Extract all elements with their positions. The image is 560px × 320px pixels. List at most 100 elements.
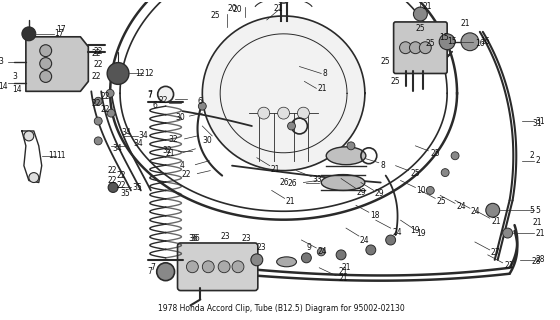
Text: 23: 23 [257, 244, 267, 252]
Circle shape [94, 117, 102, 125]
Text: 12: 12 [144, 69, 153, 78]
Circle shape [318, 248, 325, 256]
Circle shape [198, 102, 206, 110]
Text: 3: 3 [0, 57, 3, 66]
Circle shape [29, 172, 39, 182]
Text: 22: 22 [94, 47, 103, 56]
Text: 21: 21 [338, 267, 348, 276]
Text: 34: 34 [112, 144, 122, 153]
Circle shape [301, 253, 311, 263]
Text: 34: 34 [133, 139, 143, 148]
Text: 22: 22 [91, 49, 101, 58]
Text: 21: 21 [505, 261, 514, 270]
Text: 28: 28 [531, 257, 541, 266]
Text: 32: 32 [169, 135, 178, 144]
Text: 22: 22 [107, 176, 116, 185]
Text: 22: 22 [107, 166, 116, 175]
Text: 3: 3 [12, 72, 17, 81]
Polygon shape [26, 37, 88, 91]
Text: 11: 11 [57, 151, 66, 160]
Text: 25: 25 [391, 77, 400, 86]
Text: 27: 27 [491, 248, 501, 257]
Circle shape [419, 42, 431, 54]
Text: 31: 31 [533, 118, 542, 128]
Text: 21: 21 [422, 2, 432, 11]
FancyBboxPatch shape [178, 243, 258, 291]
Text: 16: 16 [475, 39, 484, 48]
Text: 25: 25 [210, 12, 220, 20]
Circle shape [106, 89, 114, 97]
Text: 21: 21 [166, 149, 175, 158]
Text: 29: 29 [357, 188, 367, 197]
Text: 21: 21 [286, 197, 295, 206]
Circle shape [94, 137, 102, 145]
Circle shape [24, 131, 34, 141]
Text: 10: 10 [417, 186, 426, 195]
Text: 2: 2 [529, 151, 534, 160]
Text: 26: 26 [280, 178, 290, 187]
Circle shape [157, 263, 175, 281]
Circle shape [347, 142, 355, 150]
Circle shape [22, 27, 36, 41]
Text: 7: 7 [151, 263, 156, 272]
Circle shape [107, 63, 129, 84]
Text: 7: 7 [148, 267, 153, 276]
Circle shape [40, 70, 52, 83]
Text: 6: 6 [197, 97, 202, 106]
Text: 5: 5 [535, 206, 540, 215]
Text: 31: 31 [535, 116, 545, 125]
Text: 21: 21 [274, 4, 283, 12]
Text: 4: 4 [180, 161, 184, 170]
Text: 12: 12 [135, 69, 144, 78]
Circle shape [503, 228, 512, 238]
Circle shape [186, 261, 198, 273]
Text: 25: 25 [430, 149, 440, 158]
Text: 22: 22 [100, 92, 110, 101]
Text: 32: 32 [162, 146, 172, 155]
Text: 35: 35 [120, 189, 130, 198]
FancyBboxPatch shape [394, 22, 447, 74]
Text: 18: 18 [370, 211, 379, 220]
Circle shape [287, 122, 296, 130]
Circle shape [40, 58, 52, 69]
Circle shape [461, 33, 479, 51]
Circle shape [451, 152, 459, 160]
Polygon shape [202, 16, 365, 171]
Circle shape [218, 261, 230, 273]
Text: 5: 5 [529, 206, 534, 215]
Circle shape [277, 0, 291, 3]
Text: 25: 25 [436, 197, 446, 206]
Circle shape [486, 203, 500, 217]
Text: 2: 2 [535, 156, 540, 165]
Text: 20: 20 [227, 4, 237, 12]
Text: 29: 29 [375, 189, 384, 198]
Text: 22: 22 [116, 171, 125, 180]
Text: 25: 25 [416, 24, 425, 33]
Text: 15: 15 [439, 33, 449, 42]
Text: 25: 25 [426, 39, 435, 48]
Text: 6: 6 [153, 101, 157, 110]
Text: 36: 36 [190, 234, 200, 243]
Text: 17: 17 [55, 29, 64, 38]
Text: 19: 19 [417, 228, 426, 237]
Text: 15: 15 [447, 37, 457, 46]
Text: 14: 14 [0, 82, 8, 91]
Text: 22: 22 [91, 99, 101, 108]
Text: 33: 33 [312, 175, 322, 184]
Text: 25: 25 [381, 57, 390, 66]
Text: 8: 8 [322, 69, 327, 78]
Text: 8: 8 [381, 161, 385, 170]
Text: 36: 36 [188, 234, 198, 243]
Circle shape [441, 169, 449, 177]
Text: 34: 34 [121, 128, 131, 138]
Text: 14: 14 [12, 85, 22, 94]
Text: 22: 22 [181, 170, 191, 179]
Text: 22: 22 [94, 60, 103, 69]
Circle shape [251, 254, 263, 266]
Circle shape [232, 261, 244, 273]
Text: 30: 30 [202, 136, 212, 145]
Circle shape [400, 42, 412, 54]
Text: 22: 22 [100, 105, 110, 114]
Text: 21: 21 [533, 218, 542, 227]
Text: 21: 21 [318, 84, 327, 93]
